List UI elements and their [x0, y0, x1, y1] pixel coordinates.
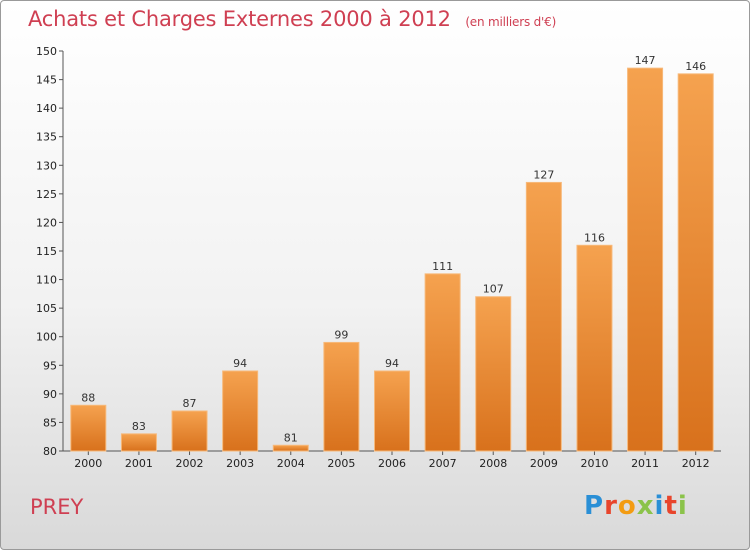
bar-value-label: 81: [284, 431, 298, 444]
bar: [677, 73, 714, 452]
x-tick-label: 2007: [429, 457, 457, 470]
logo-letter: x: [636, 491, 655, 521]
bars: 88 83 87 94 81 99 94 111 107 127 116 147 146: [70, 54, 714, 452]
x-tick-label: 2006: [378, 457, 406, 470]
bar-value-label: 127: [533, 168, 554, 181]
bar-value-label: 94: [385, 357, 399, 370]
commune-name: PREY: [30, 495, 84, 519]
logo-letter: r: [604, 491, 618, 521]
bar: [323, 341, 360, 452]
x-tick-label: 2010: [580, 457, 608, 470]
logo-letter: P: [584, 491, 605, 521]
bar: [374, 370, 410, 452]
chart-subtitle: (en milliers d'€): [465, 15, 557, 29]
logo-letter: o: [617, 491, 637, 521]
x-tick-label: 2009: [530, 457, 558, 470]
x-tick-label: 2005: [327, 457, 355, 470]
y-tick-label: 90: [43, 388, 57, 401]
logo-letter: i: [654, 491, 665, 521]
y-tick-label: 80: [43, 445, 57, 458]
x-tick-label: 2011: [631, 457, 659, 470]
bar-value-label: 99: [334, 328, 348, 341]
y-tick-label: 115: [36, 245, 57, 258]
y-tick-label: 85: [43, 416, 57, 429]
x-tick-label: 2008: [479, 457, 507, 470]
bar-value-label: 107: [483, 283, 504, 296]
bar: [424, 273, 461, 452]
bar: [627, 67, 664, 452]
logo-letter: t: [664, 491, 678, 521]
bar: [475, 296, 512, 452]
bar: [525, 181, 562, 452]
y-tick-label: 145: [36, 74, 57, 87]
y-tick-label: 105: [36, 302, 57, 315]
x-tick-label: 2004: [277, 457, 305, 470]
y-tick-label: 120: [36, 216, 57, 229]
bar-value-label: 116: [584, 231, 605, 244]
bar-value-label: 88: [81, 391, 95, 404]
x-tick-label: 2000: [74, 457, 102, 470]
y-tick-label: 100: [36, 331, 57, 344]
logo-letter: i: [677, 491, 688, 521]
y-tick-label: 110: [36, 274, 57, 287]
bar: [70, 404, 107, 452]
x-tick-label: 2002: [176, 457, 204, 470]
bar: [272, 444, 309, 452]
chart-title: Achats et Charges Externes 2000 à 2012 (…: [28, 7, 556, 31]
y-tick-label: 135: [36, 131, 57, 144]
bar: [222, 370, 259, 452]
bar: [120, 433, 157, 452]
x-tick-label: 2012: [682, 457, 710, 470]
y-tick-label: 125: [36, 188, 57, 201]
y-tick-label: 130: [36, 159, 57, 172]
bar-value-label: 147: [635, 54, 656, 67]
x-tick-label: 2003: [226, 457, 254, 470]
bar-value-label: 87: [183, 397, 197, 410]
y-tick-label: 150: [36, 45, 57, 58]
axes: 80 85 90 95 100 105 110 115 120 125 130 135 140 145 15…: [36, 45, 721, 470]
y-tick-label: 140: [36, 102, 57, 115]
bar-value-label: 146: [685, 60, 706, 73]
bar: [171, 410, 208, 452]
bar-value-label: 111: [432, 260, 453, 273]
y-tick-label: 95: [43, 359, 57, 372]
proxiti-logo: Proxiti: [584, 491, 688, 521]
bar: [576, 244, 613, 452]
bar-value-label: 94: [233, 357, 247, 370]
bar-value-label: 83: [132, 420, 146, 433]
chart-title-text: Achats et Charges Externes 2000 à 2012: [28, 7, 451, 31]
x-tick-label: 2001: [125, 457, 153, 470]
